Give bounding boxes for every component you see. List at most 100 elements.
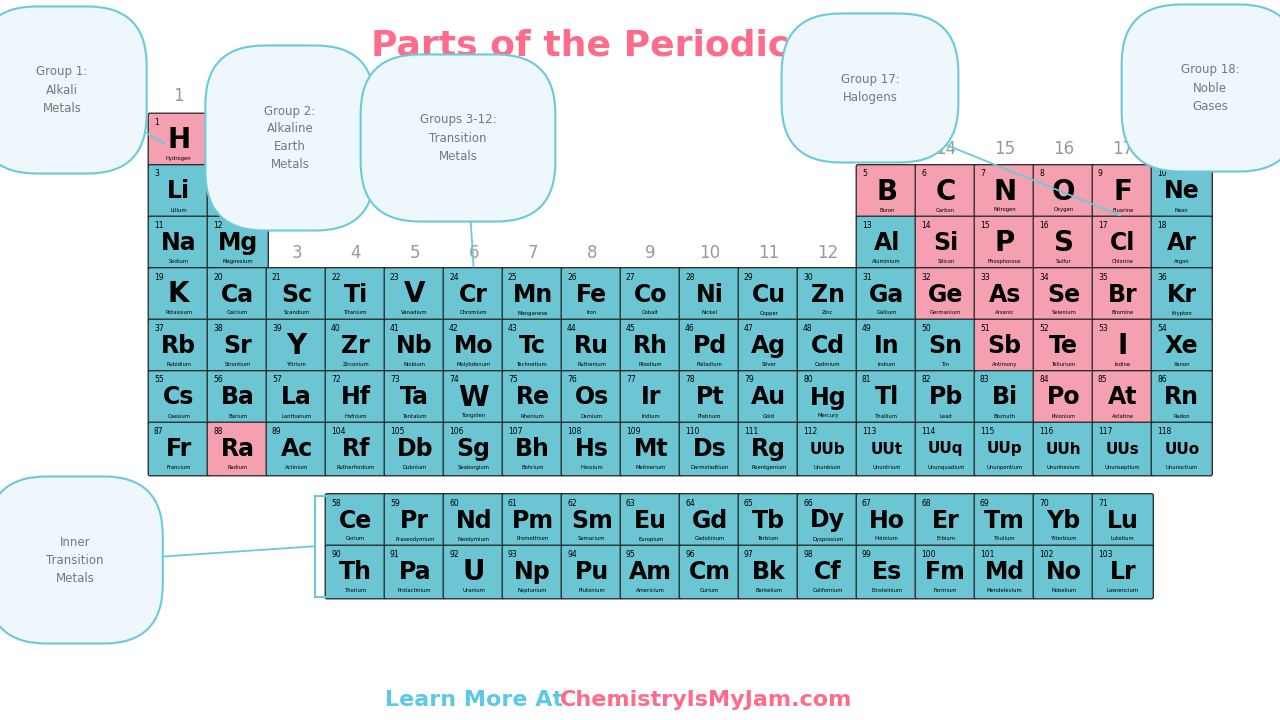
Text: Rg: Rg <box>751 437 786 461</box>
Text: 4: 4 <box>351 243 361 261</box>
Text: Bismuth: Bismuth <box>993 413 1016 418</box>
Text: Ho: Ho <box>869 508 905 533</box>
Text: Ce: Ce <box>339 508 372 533</box>
FancyBboxPatch shape <box>856 494 918 547</box>
Text: 109: 109 <box>626 427 640 436</box>
Text: Strontium: Strontium <box>224 362 251 367</box>
Text: Ti: Ti <box>343 282 367 307</box>
Text: Arsenic: Arsenic <box>995 310 1015 315</box>
Text: 92: 92 <box>449 550 458 559</box>
FancyBboxPatch shape <box>148 371 210 424</box>
FancyBboxPatch shape <box>915 319 977 373</box>
Text: Lanthanum: Lanthanum <box>282 413 312 418</box>
Text: Cu: Cu <box>751 282 786 307</box>
Text: 57: 57 <box>273 376 282 384</box>
Text: 11: 11 <box>154 221 164 230</box>
FancyBboxPatch shape <box>561 319 622 373</box>
Text: Actinium: Actinium <box>285 465 308 470</box>
Text: Potassium: Potassium <box>165 310 192 315</box>
FancyBboxPatch shape <box>856 545 918 599</box>
Text: Hg: Hg <box>809 385 846 410</box>
Text: 36: 36 <box>1157 272 1167 282</box>
Text: F: F <box>1114 178 1133 205</box>
Text: Lr: Lr <box>1110 560 1137 584</box>
Text: Sr: Sr <box>224 334 252 358</box>
Text: Fe: Fe <box>576 282 607 307</box>
Text: Cadmium: Cadmium <box>815 362 841 367</box>
Text: 40: 40 <box>332 324 340 333</box>
Text: 14: 14 <box>936 140 956 158</box>
FancyBboxPatch shape <box>266 371 328 424</box>
Text: 52: 52 <box>1039 324 1048 333</box>
Text: Bi: Bi <box>992 385 1018 410</box>
Text: Gold: Gold <box>763 413 774 418</box>
Text: Ununtrium: Ununtrium <box>873 465 901 470</box>
FancyBboxPatch shape <box>974 545 1036 599</box>
Text: Np: Np <box>515 560 552 584</box>
FancyBboxPatch shape <box>1092 494 1153 547</box>
FancyBboxPatch shape <box>856 422 918 476</box>
Text: Polonium: Polonium <box>1052 413 1076 418</box>
Text: Lutetium: Lutetium <box>1111 536 1134 541</box>
Text: 111: 111 <box>744 427 758 436</box>
Text: Xe: Xe <box>1165 334 1198 358</box>
Text: Hafnium: Hafnium <box>344 413 367 418</box>
Text: 76: 76 <box>567 376 577 384</box>
FancyBboxPatch shape <box>1092 165 1153 218</box>
Text: Einsteinium: Einsteinium <box>872 588 902 593</box>
FancyBboxPatch shape <box>325 545 387 599</box>
FancyBboxPatch shape <box>621 545 681 599</box>
Text: Rb: Rb <box>161 334 196 358</box>
Text: 16: 16 <box>1053 140 1074 158</box>
Text: Group 1:
Alkali
Metals: Group 1: Alkali Metals <box>36 66 87 114</box>
Text: 15: 15 <box>995 140 1015 158</box>
Text: He: He <box>1164 128 1199 152</box>
Text: 96: 96 <box>685 550 695 559</box>
Text: 13: 13 <box>876 140 897 158</box>
Text: Group 2:
Alkaline
Earth
Metals: Group 2: Alkaline Earth Metals <box>265 104 316 171</box>
Text: Ge: Ge <box>928 282 964 307</box>
FancyBboxPatch shape <box>148 422 210 476</box>
Text: 45: 45 <box>626 324 636 333</box>
FancyBboxPatch shape <box>1151 319 1212 373</box>
FancyBboxPatch shape <box>1033 422 1094 476</box>
Text: 1: 1 <box>154 118 159 127</box>
Text: 118: 118 <box>1157 427 1171 436</box>
Text: Tc: Tc <box>520 334 547 358</box>
Text: 56: 56 <box>212 376 223 384</box>
Text: 108: 108 <box>567 427 581 436</box>
FancyBboxPatch shape <box>1033 319 1094 373</box>
Text: Ta: Ta <box>401 385 429 410</box>
Text: Gd: Gd <box>691 508 728 533</box>
Text: Ununpentium: Ununpentium <box>987 465 1023 470</box>
Text: 2: 2 <box>1157 118 1162 127</box>
Text: Po: Po <box>1047 385 1080 410</box>
Text: S: S <box>1053 229 1074 257</box>
Text: Fm: Fm <box>925 560 966 584</box>
Text: Fr: Fr <box>165 437 192 461</box>
Text: Hf: Hf <box>340 385 371 410</box>
Text: 50: 50 <box>922 324 931 333</box>
Text: 91: 91 <box>390 550 399 559</box>
FancyBboxPatch shape <box>739 494 799 547</box>
Text: 18: 18 <box>1157 221 1166 230</box>
Text: Te: Te <box>1050 334 1078 358</box>
Text: 53: 53 <box>1098 324 1107 333</box>
Text: 1: 1 <box>173 87 184 105</box>
FancyBboxPatch shape <box>1151 268 1212 321</box>
Text: 82: 82 <box>922 376 931 384</box>
FancyBboxPatch shape <box>207 371 269 424</box>
Text: Terbium: Terbium <box>758 536 780 541</box>
Text: 62: 62 <box>567 498 576 508</box>
FancyBboxPatch shape <box>207 268 269 321</box>
Text: Groups 3-12:
Transition
Metals: Groups 3-12: Transition Metals <box>420 114 497 163</box>
Text: Sb: Sb <box>988 334 1021 358</box>
Text: Mendelevium: Mendelevium <box>987 588 1023 593</box>
Text: Chlorine: Chlorine <box>1112 259 1134 264</box>
FancyBboxPatch shape <box>797 371 859 424</box>
Text: 16: 16 <box>1039 221 1048 230</box>
FancyBboxPatch shape <box>1151 422 1212 476</box>
Text: Ds: Ds <box>692 437 727 461</box>
Text: 69: 69 <box>980 498 989 508</box>
FancyBboxPatch shape <box>1033 494 1094 547</box>
